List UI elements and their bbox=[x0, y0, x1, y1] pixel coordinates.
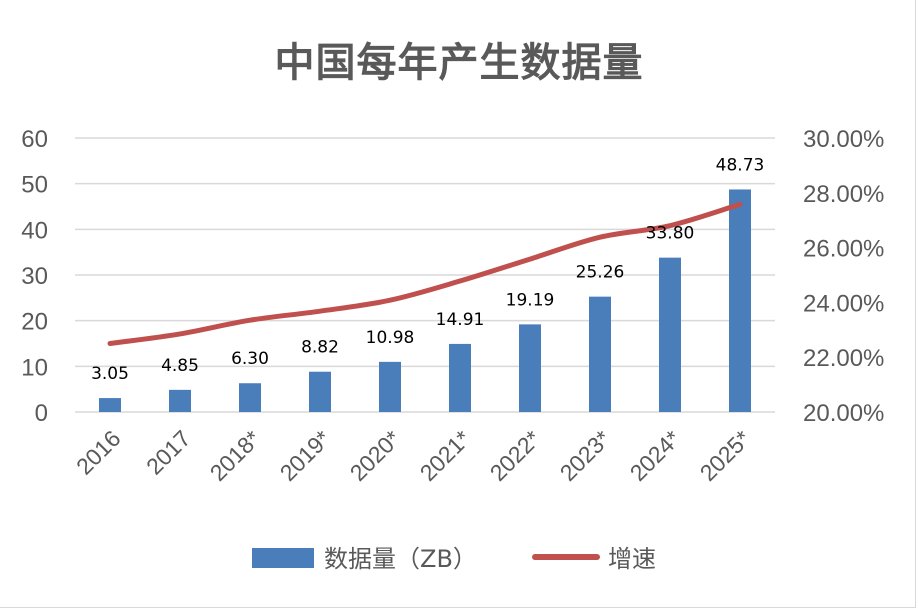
bar bbox=[379, 361, 401, 412]
bar-value-label: 4.85 bbox=[161, 356, 199, 376]
legend-swatch-bar bbox=[252, 548, 314, 568]
left-axis-tick-label: 0 bbox=[35, 400, 48, 427]
bar bbox=[309, 371, 331, 412]
x-axis-tick-label: 2020* bbox=[345, 425, 406, 486]
right-axis-tick-label: 22.00% bbox=[803, 345, 884, 372]
legend-label-line: 增速 bbox=[608, 545, 656, 573]
right-axis-tick-label: 24.00% bbox=[803, 290, 884, 317]
bar bbox=[239, 383, 261, 412]
left-axis-tick-label: 10 bbox=[21, 354, 48, 381]
right-axis-ticks: 20.00% 22.00% 24.00% 26.00% 28.00% 30.00% bbox=[803, 126, 884, 427]
bar bbox=[519, 324, 541, 412]
right-axis-tick-label: 20.00% bbox=[803, 400, 884, 427]
line-series bbox=[107, 201, 743, 346]
x-axis-tick-label: 2023* bbox=[555, 425, 616, 486]
x-axis-tick-label: 2016 bbox=[71, 425, 126, 480]
left-axis-ticks: 0 10 20 30 40 50 60 bbox=[21, 126, 48, 427]
data-labels: 3.05 4.85 6.30 8.82 10.98 14.91 19.19 25.26 33.8… bbox=[91, 155, 764, 384]
bar-value-label: 6.30 bbox=[231, 349, 269, 369]
x-axis-tick-label: 2018* bbox=[205, 425, 266, 486]
bar bbox=[589, 296, 611, 412]
bar bbox=[729, 189, 751, 412]
bar-value-label: 25.26 bbox=[576, 263, 625, 283]
left-axis-tick-label: 50 bbox=[21, 172, 48, 199]
x-axis-tick-label: 2021* bbox=[415, 425, 476, 486]
bar bbox=[449, 343, 471, 412]
bar-value-label: 33.80 bbox=[646, 224, 695, 244]
bar-value-label: 10.98 bbox=[366, 328, 415, 348]
legend: 数据量（ZB） 增速 bbox=[252, 545, 656, 573]
left-axis-tick-label: 60 bbox=[21, 126, 48, 153]
right-axis-tick-label: 30.00% bbox=[803, 126, 884, 153]
right-axis-tick-label: 28.00% bbox=[803, 181, 884, 208]
bar-value-label: 8.82 bbox=[301, 338, 339, 358]
bar-series bbox=[99, 189, 751, 412]
legend-label-bar: 数据量（ZB） bbox=[324, 545, 477, 573]
x-axis-tick-label: 2024* bbox=[625, 425, 686, 486]
x-axis-tick-label: 2022* bbox=[485, 425, 546, 486]
bar bbox=[99, 398, 121, 412]
x-axis-ticks: 2016 2017 2018* 2019* 2020* 2021* 2022* 2023* 20… bbox=[71, 425, 756, 486]
growth-rate-line bbox=[107, 201, 743, 346]
bar-value-label: 14.91 bbox=[436, 310, 485, 330]
left-axis-tick-label: 20 bbox=[21, 309, 48, 336]
bar bbox=[659, 257, 681, 412]
x-axis-tick-label: 2019* bbox=[275, 425, 336, 486]
x-axis-tick-label: 2017 bbox=[141, 425, 196, 480]
left-axis-tick-label: 30 bbox=[21, 263, 48, 290]
x-axis-tick-label: 2025* bbox=[695, 425, 756, 486]
right-axis-tick-label: 26.00% bbox=[803, 236, 884, 263]
chart-title: 中国每年产生数据量 bbox=[274, 40, 644, 86]
bar-value-label: 3.05 bbox=[91, 364, 129, 384]
bar-value-label: 48.73 bbox=[716, 155, 765, 175]
left-axis-tick-label: 40 bbox=[21, 217, 48, 244]
bar-value-label: 19.19 bbox=[506, 290, 555, 310]
bar bbox=[169, 389, 191, 412]
